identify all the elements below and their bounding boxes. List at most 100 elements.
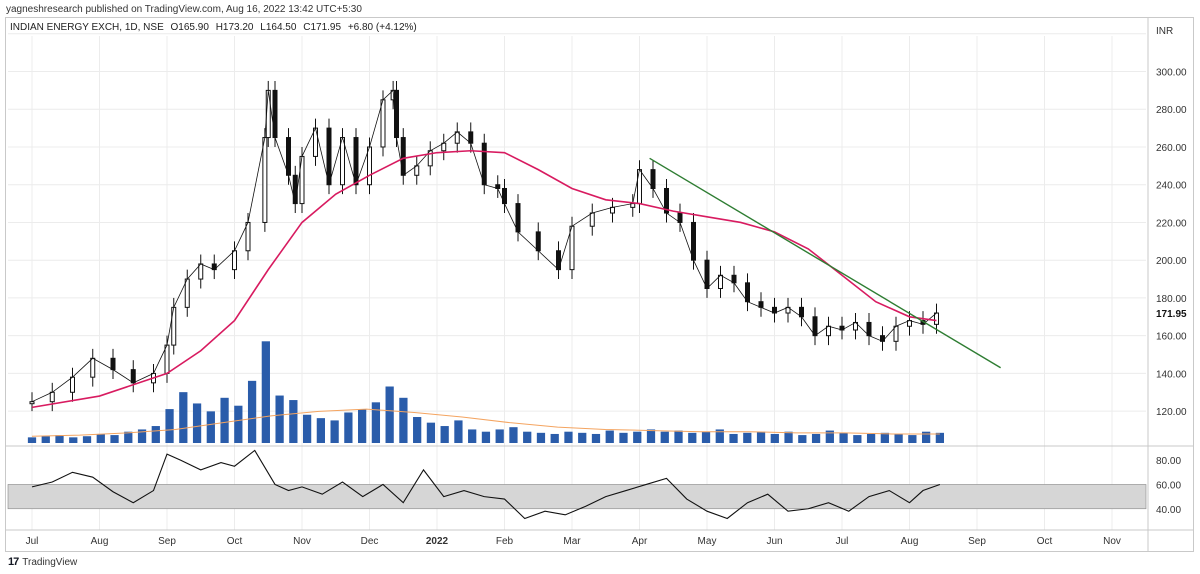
footer-brand: TradingView bbox=[22, 556, 78, 568]
candle-body bbox=[535, 231, 541, 252]
volume-bar bbox=[385, 386, 394, 443]
candle-body bbox=[934, 312, 939, 325]
volume-bar bbox=[908, 435, 917, 443]
price-tick-label: 140.00 bbox=[1156, 369, 1187, 380]
rsi-band bbox=[7, 484, 1147, 510]
candle-body bbox=[691, 221, 696, 261]
candle-body bbox=[326, 127, 332, 186]
footer: 17 TradingView bbox=[8, 556, 77, 568]
volume-bar bbox=[69, 437, 78, 443]
volume-bar bbox=[358, 409, 367, 443]
price-tick-label: 120.00 bbox=[1156, 407, 1187, 418]
x-tick-label: 2022 bbox=[426, 536, 449, 547]
volume-bar bbox=[302, 414, 312, 443]
candle-body bbox=[380, 99, 386, 148]
x-tick-label: Sep bbox=[968, 536, 986, 547]
publish-note: yagneshresearch published on TradingView… bbox=[6, 4, 362, 15]
volume-ma-line bbox=[31, 408, 940, 437]
volume-bar bbox=[151, 426, 160, 443]
volume-bar bbox=[839, 432, 848, 443]
candle-body bbox=[569, 225, 575, 271]
candle-body bbox=[468, 131, 474, 144]
volume-bar bbox=[674, 430, 683, 443]
symbol-legend: INDIAN ENERGY EXCH, 1D, NSE O165.90 H173… bbox=[10, 22, 421, 33]
volume-bar bbox=[825, 430, 834, 443]
volume-bar bbox=[633, 431, 642, 443]
candle-body bbox=[893, 325, 899, 342]
candle-body bbox=[812, 316, 818, 337]
volume-bar bbox=[192, 403, 202, 443]
volume-bar bbox=[784, 431, 793, 443]
candle-body bbox=[704, 259, 710, 289]
ohlc-low: L164.50 bbox=[260, 22, 297, 33]
volume-bar bbox=[578, 432, 587, 443]
candle-body bbox=[367, 146, 372, 186]
candle-body bbox=[286, 137, 291, 176]
volume-bar bbox=[289, 400, 298, 443]
volume-bar bbox=[495, 429, 504, 443]
volume-bar bbox=[468, 429, 477, 443]
rsi-tick-label: 80.00 bbox=[1156, 456, 1181, 467]
volume-bar bbox=[523, 431, 532, 443]
price-tick-label: 300.00 bbox=[1156, 68, 1187, 79]
volume-bar bbox=[798, 435, 807, 443]
x-tick-label: Aug bbox=[91, 536, 109, 547]
volume-bar bbox=[316, 418, 325, 443]
volume-bar bbox=[550, 433, 559, 443]
volume-bar bbox=[619, 432, 628, 443]
price-tick-label: 280.00 bbox=[1156, 105, 1187, 116]
candle-body bbox=[515, 203, 521, 233]
candle-body bbox=[340, 137, 345, 186]
volume-bar bbox=[853, 435, 862, 443]
volume-bar bbox=[124, 431, 133, 443]
volume-bar bbox=[399, 397, 408, 443]
volume-bar bbox=[206, 411, 215, 443]
volume-bar bbox=[605, 430, 614, 443]
candle-body bbox=[353, 137, 359, 186]
candle-body bbox=[589, 212, 595, 227]
candle-body bbox=[164, 344, 170, 374]
volume-bar bbox=[247, 380, 257, 443]
candle-body bbox=[70, 376, 75, 393]
candle-body bbox=[610, 206, 615, 214]
volume-bar bbox=[660, 431, 669, 443]
volume-bar bbox=[701, 431, 711, 443]
candle-body bbox=[232, 250, 237, 271]
volume-bar bbox=[481, 431, 491, 443]
volume-bar bbox=[880, 432, 889, 443]
price-tick-label: 260.00 bbox=[1156, 143, 1187, 154]
candle-body bbox=[198, 263, 204, 280]
volume-bar bbox=[715, 429, 724, 443]
volume-bar bbox=[110, 435, 119, 443]
price-tick-label: 200.00 bbox=[1156, 256, 1187, 267]
volume-bar bbox=[96, 433, 105, 443]
volume-bar bbox=[591, 433, 601, 443]
trendline bbox=[649, 157, 1001, 369]
volume-bar bbox=[743, 432, 752, 443]
x-tick-label: May bbox=[698, 536, 717, 547]
volume-bar bbox=[220, 397, 229, 443]
candle-body bbox=[49, 391, 55, 403]
candle-body bbox=[718, 274, 723, 289]
volume-bar bbox=[82, 436, 92, 443]
ohlc-close: C171.95 bbox=[303, 22, 342, 33]
ohlc-open: O165.90 bbox=[170, 22, 209, 33]
price-tick-label: 180.00 bbox=[1156, 294, 1187, 305]
price-change: +6.80 (+4.12%) bbox=[347, 22, 417, 33]
volume-bar bbox=[261, 341, 270, 443]
symbol-name: INDIAN ENERGY EXCH, 1D, NSE bbox=[10, 22, 164, 33]
volume-bar bbox=[165, 409, 174, 443]
x-tick-label: Nov bbox=[1103, 536, 1121, 547]
chart-frame bbox=[5, 17, 1194, 552]
x-tick-label: Oct bbox=[1037, 536, 1053, 547]
volume-bar bbox=[935, 432, 945, 443]
volume-bar bbox=[646, 429, 656, 443]
price-close-line bbox=[31, 89, 937, 403]
candle-body bbox=[481, 142, 487, 186]
candle-body bbox=[556, 250, 561, 271]
x-tick-label: Jun bbox=[766, 536, 782, 547]
rsi-tick-label: 60.00 bbox=[1156, 480, 1181, 491]
volume-bar bbox=[811, 433, 821, 443]
tradingview-logo-icon: 17 bbox=[8, 556, 19, 568]
